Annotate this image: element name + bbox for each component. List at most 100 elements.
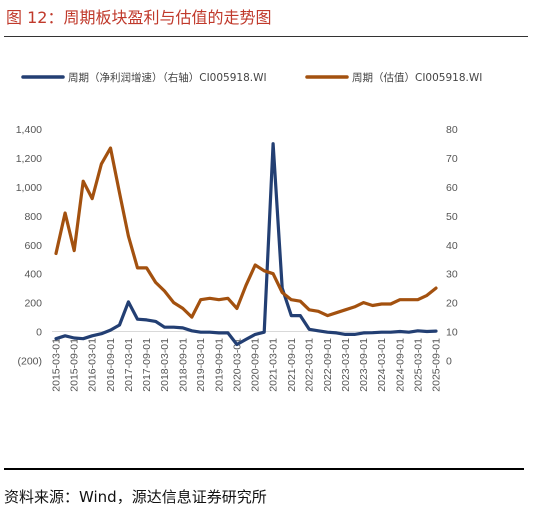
series-1-point bbox=[353, 333, 356, 336]
series-2-point bbox=[91, 197, 94, 200]
series-1-point bbox=[434, 329, 438, 333]
series-2-point bbox=[181, 307, 184, 310]
right-axis-tick-label: 80 bbox=[446, 124, 458, 136]
series-1-point bbox=[109, 328, 112, 332]
series-2-point bbox=[172, 301, 175, 304]
x-axis-tick-label: 2022-09-01 bbox=[322, 338, 334, 392]
series-1-point bbox=[344, 333, 347, 336]
series-2-point bbox=[190, 315, 193, 319]
series-2-point bbox=[127, 234, 130, 238]
x-axis-tick-label: 2017-09-01 bbox=[141, 338, 153, 392]
x-axis-tick-label: 2017-03-01 bbox=[123, 338, 135, 392]
series-1-point bbox=[82, 337, 85, 340]
series-2-point bbox=[118, 191, 121, 194]
series-2-point bbox=[335, 311, 338, 314]
series-1-point bbox=[199, 331, 202, 334]
series-2-point bbox=[290, 298, 293, 301]
series-2-point bbox=[416, 298, 419, 301]
series-2-point bbox=[82, 180, 85, 183]
left-axis-tick-label: 1,200 bbox=[16, 153, 42, 165]
series-1-point bbox=[380, 331, 383, 334]
series-1-point bbox=[181, 326, 184, 330]
x-axis-tick-label: 2024-09-01 bbox=[394, 338, 406, 392]
x-axis-tick-label: 2020-03-01 bbox=[231, 338, 243, 392]
right-axis-tick-label: 0 bbox=[446, 355, 452, 367]
series-2-point bbox=[73, 249, 76, 252]
series-1-point bbox=[290, 314, 293, 317]
series-1-point bbox=[244, 338, 248, 341]
series-2-point bbox=[163, 289, 166, 293]
series-2-point bbox=[308, 308, 311, 311]
series-2-point bbox=[353, 305, 356, 309]
legend-label-1: 周期（净利润增速）（右轴）CI005918.WI bbox=[68, 71, 267, 84]
right-axis-tick-label: 50 bbox=[446, 211, 458, 223]
right-axis-tick-label: 10 bbox=[446, 327, 458, 339]
series-2-point bbox=[425, 294, 429, 297]
series-1-point bbox=[172, 326, 175, 329]
series-2-point bbox=[100, 162, 103, 166]
series-2-point bbox=[299, 300, 302, 303]
series-2-point bbox=[389, 302, 392, 306]
left-axis-tick-label: 400 bbox=[24, 269, 42, 281]
series-1-point bbox=[317, 329, 320, 332]
series-2-point bbox=[317, 310, 320, 313]
series-1-point bbox=[371, 331, 374, 334]
series-2-point bbox=[263, 269, 266, 272]
series-2-point bbox=[63, 211, 67, 215]
series-1-point bbox=[235, 343, 239, 346]
x-axis-tick-label: 2019-03-01 bbox=[195, 338, 207, 392]
series-1-point bbox=[145, 318, 148, 322]
x-axis-tick-label: 2018-03-01 bbox=[159, 338, 171, 392]
x-axis-tick-label: 2025-09-01 bbox=[431, 338, 443, 392]
series-line-2 bbox=[54, 146, 438, 319]
series-1-point bbox=[54, 337, 58, 340]
series-1-point bbox=[190, 329, 193, 332]
series-1-point bbox=[63, 334, 67, 337]
x-axis-tick-label: 2018-09-01 bbox=[177, 338, 189, 392]
series-2-point bbox=[54, 252, 58, 255]
left-axis-tick-label: (200) bbox=[17, 355, 42, 367]
figure-title: 图 12：周期板块盈利与估值的走势图 bbox=[6, 8, 272, 27]
series-1-point bbox=[91, 334, 94, 337]
legend-label-2: 周期（估值）CI005918.WI bbox=[352, 71, 482, 84]
series-1-point bbox=[100, 332, 103, 335]
series-2-point bbox=[154, 281, 157, 284]
x-axis-tick-label: 2015-03-01 bbox=[51, 338, 63, 392]
right-axis-tick-label: 30 bbox=[446, 269, 458, 281]
series-2-point bbox=[208, 297, 211, 300]
left-axis-tick-label: 600 bbox=[24, 240, 42, 252]
x-axis-tick-label: 2016-09-01 bbox=[105, 338, 117, 392]
series-2-point bbox=[434, 286, 438, 290]
left-axis-tick-label: 1,400 bbox=[16, 124, 42, 136]
right-axis-tick-label: 70 bbox=[446, 153, 458, 165]
source-note: 资料来源：Wind，源达信息证券研究所 bbox=[4, 488, 267, 506]
series-1-point bbox=[163, 326, 166, 329]
series-2-point bbox=[235, 307, 239, 310]
right-axis-tick-label: 20 bbox=[446, 298, 458, 310]
series-1-point bbox=[127, 300, 130, 304]
left-axis-tick-label: 0 bbox=[36, 327, 42, 339]
series-1-point bbox=[308, 328, 311, 331]
x-axis-tick-label: 2019-09-01 bbox=[213, 338, 225, 392]
series-1-point bbox=[271, 142, 275, 145]
right-axis-tick-label: 60 bbox=[446, 182, 458, 194]
series-1-point bbox=[335, 331, 338, 335]
line-chart: 周期（净利润增速）（右轴）CI005918.WI 周期（估值）CI005918.W… bbox=[16, 71, 483, 392]
series-2-point bbox=[254, 263, 257, 267]
series-2-point bbox=[109, 146, 112, 150]
series-1-point bbox=[407, 331, 411, 334]
series-2-point bbox=[244, 284, 248, 287]
series-1-point bbox=[136, 318, 139, 321]
series-1-point bbox=[299, 314, 302, 317]
series-2-point bbox=[407, 298, 411, 301]
series-1-point bbox=[362, 331, 365, 335]
series-2-point bbox=[217, 298, 221, 301]
x-axis-tick-label: 2023-03-01 bbox=[340, 338, 352, 392]
left-axis-tick-label: 200 bbox=[24, 298, 42, 310]
x-axis-tick-label: 2020-09-01 bbox=[250, 338, 262, 392]
series-1-point bbox=[154, 320, 157, 323]
x-axis-tick-label: 2025-03-01 bbox=[412, 338, 424, 392]
series-1-point bbox=[73, 336, 76, 340]
series-1-point bbox=[118, 323, 121, 327]
series-2-point bbox=[199, 298, 202, 301]
